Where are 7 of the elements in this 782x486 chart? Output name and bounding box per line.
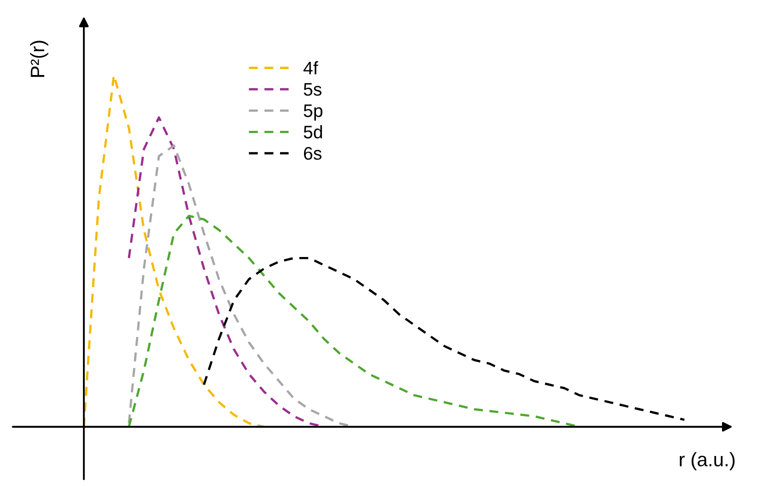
y-axis-title: P²(r) bbox=[30, 40, 48, 77]
legend-label: 5p bbox=[304, 104, 322, 121]
x-axis-title: r (a.u.) bbox=[680, 452, 735, 470]
legend-label: 5s bbox=[304, 83, 322, 96]
legend-label: 4f bbox=[303, 61, 318, 74]
legend-label: 5d bbox=[304, 125, 322, 138]
legend-label: 6s bbox=[304, 147, 322, 160]
